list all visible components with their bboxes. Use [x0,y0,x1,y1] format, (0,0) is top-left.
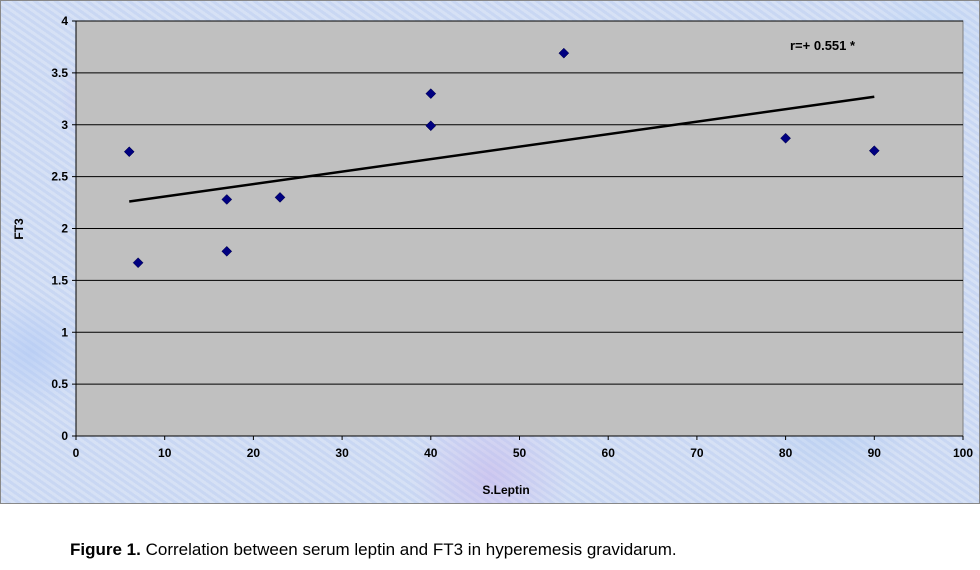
x-tick-label: 100 [953,446,973,460]
y-tick-label: 2 [61,222,68,236]
y-tick-label: 1 [61,325,68,339]
caption-text: Correlation between serum leptin and FT3… [140,540,677,559]
y-tick-label: 3.5 [51,66,68,80]
caption-label: Figure 1. [70,540,141,559]
data-point [221,245,233,257]
trendline [129,95,875,203]
data-point [425,88,437,99]
y-tick-label: 3 [61,118,68,132]
x-tick-label: 90 [868,446,882,460]
x-tick-label: 30 [335,446,349,460]
x-tick-label: 40 [424,446,438,460]
y-tick-label: 4 [61,14,68,28]
data-point [558,47,570,59]
x-tick-label: 60 [602,446,616,460]
y-tick-label: 0 [61,429,68,443]
data-point [868,145,880,157]
figure-caption: Figure 1. Correlation between serum lept… [70,540,677,560]
data-point [274,192,286,203]
x-tick-label: 20 [247,446,261,460]
y-tick-label: 0.5 [51,377,68,391]
correlation-annotation: r=+ 0.551 * [790,38,856,53]
data-point [123,146,135,158]
scatter-chart: 0 0.5 1 1.5 2 2.5 3 3.5 4 0 10 20 30 40 50 60 70 80 90 100… [12,14,973,497]
x-tick-label: 70 [690,446,704,460]
data-point [132,257,144,269]
x-tick-label: 50 [513,446,527,460]
data-point [221,194,233,205]
data-point [425,120,437,132]
y-tick-label: 2.5 [51,170,68,184]
chart-frame: 0 0.5 1 1.5 2 2.5 3 3.5 4 0 10 20 30 40 50 60 70 80 90 100… [0,0,980,504]
x-tick-label: 80 [779,446,793,460]
x-axis-title: S.Leptin [482,483,529,497]
data-point [780,132,791,144]
x-tick-label: 0 [73,446,80,460]
y-tick-label: 1.5 [51,273,68,287]
y-axis-title: FT3 [12,218,26,240]
x-tick-label: 10 [158,446,172,460]
